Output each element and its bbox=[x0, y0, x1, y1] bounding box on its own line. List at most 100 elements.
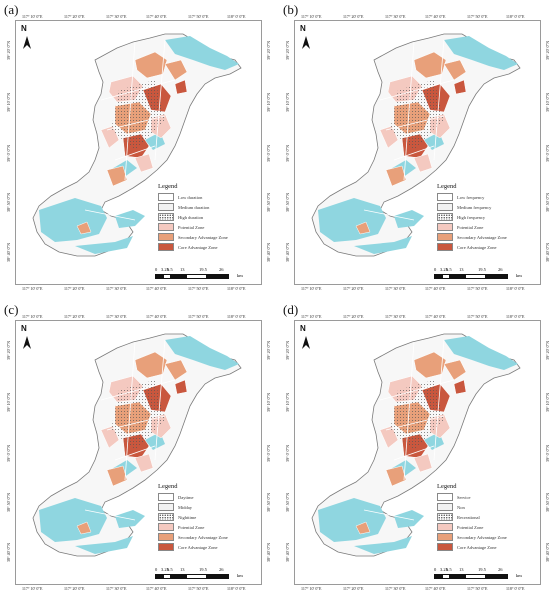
road-line bbox=[379, 379, 455, 401]
advantage-zone bbox=[443, 59, 467, 81]
advantage-zone bbox=[134, 51, 168, 79]
longitude-tick: 117° 50′ 0″E bbox=[467, 14, 488, 19]
legend-swatch bbox=[158, 493, 174, 501]
water-body bbox=[354, 236, 412, 254]
longitude-tick: 117° 40′ 0″E bbox=[146, 14, 167, 19]
map-panel: (c) 117° 10′ 0″E 117° 10′ 0″E 117° 20′ 0″E 1… bbox=[0, 300, 271, 594]
scale-label: 19.5 bbox=[199, 267, 207, 272]
water-body bbox=[444, 336, 518, 370]
scale-segment bbox=[171, 274, 186, 279]
legend-label: Potential Zone bbox=[457, 524, 484, 530]
longitude-tick: 117° 40′ 0″E bbox=[425, 286, 446, 291]
road-line bbox=[363, 209, 415, 221]
map-frame bbox=[294, 320, 541, 585]
legend-item: Core Advantage Zone bbox=[158, 242, 258, 252]
legend-item: Service bbox=[437, 492, 537, 502]
longitude-tick: 117° 40′ 0″E bbox=[425, 14, 446, 19]
map-panel: (d) 117° 10′ 0″E 117° 10′ 0″E 117° 20′ 0″E 1… bbox=[279, 300, 550, 594]
legend-label: Core Advantage Zone bbox=[178, 244, 218, 250]
latitude-tick: 38° 40′ 0″N bbox=[545, 542, 550, 562]
scale-label: 19.5 bbox=[478, 267, 486, 272]
longitude-tick: 117° 30′ 0″E bbox=[385, 14, 406, 19]
latitude-tick: 39° 20′ 0″N bbox=[266, 340, 271, 360]
latitude-tick: 39° 20′ 0″N bbox=[285, 340, 290, 360]
north-letter: N bbox=[21, 24, 27, 33]
legend-item: Potential Zone bbox=[158, 522, 258, 532]
longitude-tick: 117° 40′ 0″E bbox=[146, 286, 167, 291]
water-body bbox=[165, 336, 239, 370]
longitude-tick: 118° 0′ 0″E bbox=[506, 314, 525, 319]
scale-unit: km bbox=[237, 273, 243, 278]
longitude-tick: 117° 30′ 0″E bbox=[385, 314, 406, 319]
longitude-tick: 117° 30′ 0″E bbox=[106, 586, 127, 591]
longitude-tick: 117° 40′ 0″E bbox=[146, 586, 167, 591]
legend-label: Medium frequency bbox=[457, 204, 492, 210]
legend-label: Low duration bbox=[178, 194, 203, 200]
legend-label: Core Advantage Zone bbox=[457, 244, 497, 250]
longitude-tick: 117° 30′ 0″E bbox=[106, 314, 127, 319]
road-line bbox=[154, 339, 166, 461]
scale-numbers: 0 3.25 6.5 13 19.5 26 bbox=[434, 567, 514, 573]
north-letter: N bbox=[300, 24, 306, 33]
latitude-tick: 38° 40′ 0″N bbox=[6, 542, 11, 562]
scale-bar: 0 3.25 6.5 13 19.5 26 km bbox=[434, 567, 522, 579]
scale-segment bbox=[186, 574, 207, 579]
latitude-tick: 38° 40′ 0″N bbox=[266, 242, 271, 262]
latitude-tick: 39° 10′ 0″N bbox=[6, 392, 11, 412]
map-panel: (b) 117° 10′ 0″E 117° 10′ 0″E 117° 20′ 0″E 1… bbox=[279, 0, 550, 294]
longitude-tick: 117° 10′ 0″E bbox=[22, 586, 43, 591]
latitude-tick: 39° 20′ 0″N bbox=[285, 40, 290, 60]
legend-label: Secondary Advantage Zone bbox=[178, 534, 228, 540]
longitude-tick: 118° 0′ 0″E bbox=[506, 586, 525, 591]
longitude-tick: 117° 50′ 0″E bbox=[467, 286, 488, 291]
scale-segment bbox=[442, 574, 450, 579]
scale-label: 19.5 bbox=[199, 567, 207, 572]
latitude-tick: 38° 50′ 0″N bbox=[545, 492, 550, 512]
scale-label: 0 bbox=[155, 267, 158, 272]
legend-label: Midday bbox=[178, 504, 192, 510]
longitude-tick: 117° 30′ 0″E bbox=[385, 286, 406, 291]
legend-item: Core Advantage Zone bbox=[437, 542, 537, 552]
scale-segment bbox=[171, 574, 186, 579]
road-line bbox=[100, 379, 176, 401]
legend-swatch bbox=[437, 493, 453, 501]
legend-swatch bbox=[437, 513, 453, 521]
latitude-tick: 39° 10′ 0″N bbox=[545, 92, 550, 112]
legend-item: Potential Zone bbox=[158, 222, 258, 232]
latitude-tick: 38° 50′ 0″N bbox=[6, 192, 11, 212]
longitude-tick: 117° 10′ 0″E bbox=[301, 286, 322, 291]
advantage-zone bbox=[413, 51, 447, 79]
legend-label: Potential Zone bbox=[178, 524, 205, 530]
advantage-zone bbox=[76, 221, 92, 235]
legend-item: Core Advantage Zone bbox=[437, 242, 537, 252]
longitude-tick: 117° 50′ 0″E bbox=[188, 314, 209, 319]
road-line bbox=[433, 339, 445, 461]
road-line bbox=[403, 341, 415, 481]
legend-label: Medium duration bbox=[178, 204, 210, 210]
latitude-tick: 39° 0′ 0″N bbox=[545, 144, 550, 162]
longitude-tick: 117° 10′ 0″E bbox=[301, 586, 322, 591]
legend-item: High frequency bbox=[437, 212, 537, 222]
scale-label: 0 bbox=[434, 267, 437, 272]
scale-label: 6.5 bbox=[167, 267, 173, 272]
legend-item: Daytime bbox=[158, 492, 258, 502]
legend-label: Core Advantage Zone bbox=[178, 544, 218, 550]
scale-label: 26 bbox=[219, 267, 224, 272]
road-line bbox=[379, 79, 455, 101]
latitude-tick: 38° 50′ 0″N bbox=[266, 192, 271, 212]
study-area-map bbox=[311, 333, 521, 557]
legend-label: Core Advantage Zone bbox=[457, 544, 497, 550]
scale-unit: km bbox=[516, 573, 522, 578]
latitude-tick: 39° 10′ 0″N bbox=[266, 392, 271, 412]
study-area-map bbox=[311, 33, 521, 257]
scale-bar-graphic bbox=[434, 574, 514, 579]
road-line bbox=[124, 41, 136, 181]
latitude-tick: 39° 0′ 0″N bbox=[266, 444, 271, 462]
panel-label: (b) bbox=[283, 2, 299, 17]
study-area-map bbox=[32, 33, 242, 257]
road-line bbox=[106, 115, 166, 131]
scale-label: 6.5 bbox=[167, 567, 173, 572]
legend-swatch bbox=[158, 233, 174, 241]
road-line bbox=[154, 39, 166, 161]
map-frame bbox=[15, 320, 262, 585]
